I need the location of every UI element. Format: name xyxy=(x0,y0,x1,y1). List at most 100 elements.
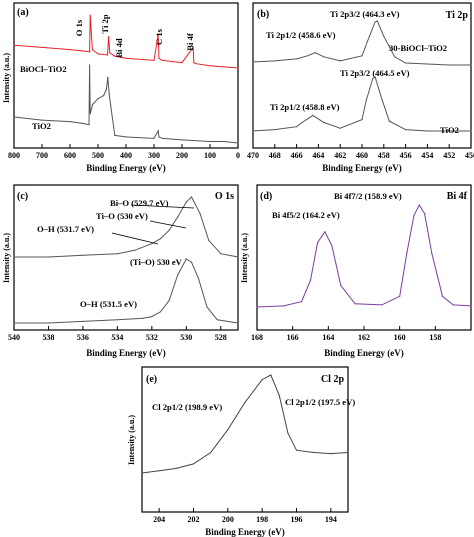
panel-d-x-title: Binding Energy (eV) xyxy=(324,348,404,358)
panel-e-x-tick-label: 196 xyxy=(291,515,303,524)
panel-a-series-2-point xyxy=(237,142,239,144)
panel-b: (b) Ti 2p 470 468 466 464 462 460 458 456 454 452… xyxy=(247,2,474,173)
panel-c-series-2-point xyxy=(185,258,187,260)
label-b-series-2: TiO2 xyxy=(440,125,459,135)
panel-a-series-1-point xyxy=(13,44,15,46)
panel-a-series-1-line xyxy=(13,14,239,69)
label-c1s: C 1s xyxy=(154,28,164,45)
panel-a-x-tick-label: 300 xyxy=(148,151,160,160)
panel-c: (c) O 1s 540 538 536 534 532 530 528 Binding E… xyxy=(2,184,239,358)
panel-e-y-title: Intensity (a.u.) xyxy=(127,415,136,465)
panel-c-series-1-point xyxy=(185,201,187,203)
panel-e-series-1-point xyxy=(175,467,177,469)
panel-a-x-tick-label: 500 xyxy=(92,151,104,160)
panel-c-series-1-point xyxy=(177,216,179,218)
label-c-tio: Ti–O (530 eV) xyxy=(96,211,148,221)
panel-a-series-2-point xyxy=(209,140,211,143)
panel-b-series-1-point xyxy=(470,64,472,66)
panel-c-x-tick-label: 530 xyxy=(180,333,192,342)
panel-a-series-1-point xyxy=(237,67,239,69)
panel-e-x-tick-label: 204 xyxy=(153,515,165,524)
panel-c-x-tick-label: 536 xyxy=(77,333,89,342)
panel-e-series-1-point xyxy=(192,463,195,465)
panel-b-series-1-point xyxy=(383,35,385,37)
panel-b-series-1-point xyxy=(296,58,298,60)
panel-d-series-1-line xyxy=(256,203,472,308)
panel-c-series-1-point xyxy=(82,254,84,256)
panel-b-x-tick-label: 454 xyxy=(421,151,433,160)
panel-b-x-tick-label: 464 xyxy=(312,151,324,160)
label-a-series-2: TiO2 xyxy=(32,121,51,131)
label-d-bi4f52: Bi 4f5/2 (164.2 eV) xyxy=(272,210,340,220)
panel-b-x-tick-label: 450 xyxy=(465,151,474,160)
panel-d-series-1-point xyxy=(418,204,420,206)
panel-e-frame xyxy=(141,366,349,513)
panel-a-y-title: Intensity (a.u.) xyxy=(2,53,11,103)
panel-d-x-tick-label: 168 xyxy=(251,333,263,342)
panel-a-series-1-point xyxy=(192,46,194,49)
panel-b-series-1-point xyxy=(323,56,325,58)
panel-b-x-tick-label: 452 xyxy=(443,151,455,160)
panel-d-series-1-point xyxy=(452,304,454,306)
panel-b-series-1-point xyxy=(426,63,428,65)
panel-b-series-2-point xyxy=(448,130,450,132)
panel-c-series-1-point xyxy=(190,196,193,198)
panel-b-series-1-point xyxy=(405,62,407,64)
panel-b-series-1-point xyxy=(366,40,368,43)
panel-a-series-1-point xyxy=(41,46,43,49)
panel-e-x-tick-label: 202 xyxy=(188,515,200,524)
panel-a-x-tick-label: 600 xyxy=(64,151,76,160)
panel-a-series-2-point xyxy=(91,104,93,106)
arrow-c-oh xyxy=(111,232,159,245)
label-b-ti2p12-top: Ti 2p1/2 (458.6 eV) xyxy=(266,30,336,40)
panel-b-label: (b) xyxy=(257,9,269,20)
panel-b-x-tick-label: 460 xyxy=(356,151,368,160)
panel-c-x-tick-label: 540 xyxy=(8,333,20,342)
panel-b-series-2-point xyxy=(361,119,363,121)
panel-e-series-1-point xyxy=(330,453,332,455)
label-bi4d: Bi 4d xyxy=(114,38,124,58)
panel-a-series-1-point xyxy=(209,65,211,67)
panel-c-series-2-point xyxy=(190,261,193,263)
panel-a-x-tick-label: 200 xyxy=(176,151,188,160)
panel-a-series-1-point xyxy=(91,49,93,51)
label-c-tio-bottom: (Ti–O) 530 eV xyxy=(130,257,183,267)
panel-e-series-1-point xyxy=(141,472,143,474)
panel-c-series-1-point xyxy=(151,243,153,245)
panel-d-series-1-point xyxy=(256,306,258,308)
panel-c-series-1-point xyxy=(13,256,15,258)
panel-c-series-2-point xyxy=(216,319,218,321)
panel-a-series-2-point xyxy=(223,140,225,143)
panel-d-series-1-point xyxy=(441,295,444,297)
panel-a-series-2-point xyxy=(181,139,183,141)
panel-c-series-2-point xyxy=(151,316,153,318)
panel-b-series-1-point xyxy=(306,55,309,57)
panel-a-series-1-point xyxy=(89,51,91,53)
panel-e-series-1-point xyxy=(261,379,263,381)
panel-b-series-2-point xyxy=(372,77,374,79)
panel-c-x-tick-label: 532 xyxy=(146,333,158,342)
panel-e-series-1-line xyxy=(141,374,349,474)
panel-a-series-1-point xyxy=(80,50,82,52)
panel-e-x-ticks: 204 202 200 198 196 194 xyxy=(153,508,337,524)
panel-b-x-tick-label: 456 xyxy=(400,151,412,160)
panel-c-label: (c) xyxy=(17,191,28,202)
panel-b-x-tick-label: 470 xyxy=(247,151,259,160)
panel-a-series xyxy=(13,14,239,144)
panel-a-series-1-point xyxy=(89,14,91,16)
panel-a-series-2-point xyxy=(158,136,160,138)
panel-e-series-1-point xyxy=(235,415,237,417)
panel-d-series xyxy=(256,203,472,308)
panel-e-x-title: Binding Energy (eV) xyxy=(205,527,285,537)
panel-d-series-1-point xyxy=(354,303,356,305)
arrow-c-tio xyxy=(149,220,187,229)
panel-d-series-1-point xyxy=(399,295,401,297)
panel-e-series-1-point xyxy=(158,470,160,472)
panel-b-series xyxy=(252,20,472,132)
label-b-ti2p12-bottom: Ti 2p1/2 (458.8 eV) xyxy=(270,102,340,112)
panel-c-y-title: Intensity (a.u.) xyxy=(2,233,11,283)
panel-d-x-tick-label: 164 xyxy=(322,333,334,342)
panel-a-series-2-point xyxy=(103,95,105,97)
panel-b-series-2-point xyxy=(388,120,390,122)
panel-b-series-1-point xyxy=(339,60,341,62)
